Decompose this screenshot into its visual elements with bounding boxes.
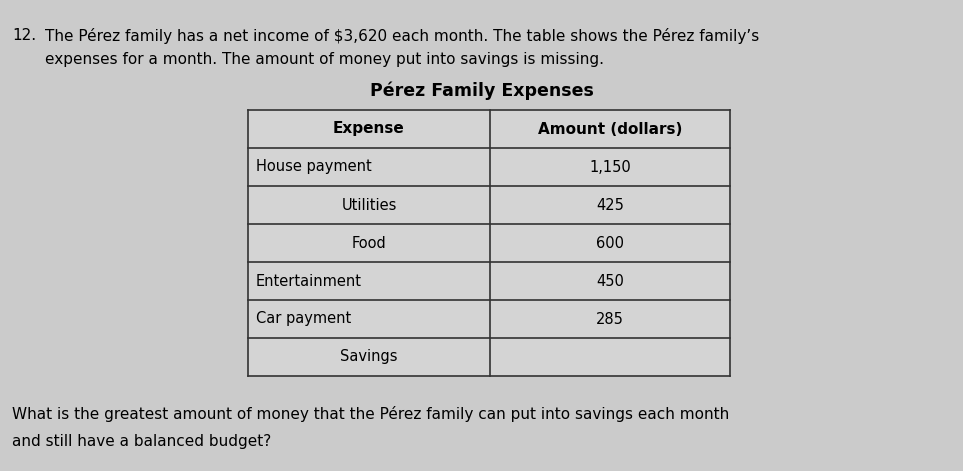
Bar	[248, 262, 730, 300]
Text: Entertainment: Entertainment	[256, 274, 362, 289]
Text: 12.: 12.	[12, 28, 37, 43]
Text: The Pérez family has a net income of $3,620 each month. The table shows the Pére: The Pérez family has a net income of $3,…	[45, 28, 759, 44]
Text: 1,150: 1,150	[589, 160, 631, 174]
Text: Pérez Family Expenses: Pérez Family Expenses	[370, 82, 593, 100]
Text: expenses for a month. The amount of money put into savings is missing.: expenses for a month. The amount of mone…	[45, 52, 604, 67]
Bar	[248, 148, 730, 186]
Text: What is the greatest amount of money that the Pérez family can put into savings : What is the greatest amount of money tha…	[12, 406, 729, 422]
Text: Amount (dollars): Amount (dollars)	[537, 122, 682, 137]
Text: Savings: Savings	[340, 349, 398, 365]
Text: 425: 425	[596, 197, 624, 212]
Bar	[248, 224, 730, 262]
Bar	[248, 110, 730, 148]
Text: Utilities: Utilities	[341, 197, 397, 212]
Bar	[248, 186, 730, 224]
Bar	[248, 338, 730, 376]
Text: House payment: House payment	[256, 160, 372, 174]
Text: 450: 450	[596, 274, 624, 289]
Text: and still have a balanced budget?: and still have a balanced budget?	[12, 434, 272, 449]
Text: Expense: Expense	[333, 122, 404, 137]
Text: Car payment: Car payment	[256, 311, 351, 326]
Text: Food: Food	[351, 236, 386, 251]
Bar	[248, 300, 730, 338]
Text: 285: 285	[596, 311, 624, 326]
Text: 600: 600	[596, 236, 624, 251]
